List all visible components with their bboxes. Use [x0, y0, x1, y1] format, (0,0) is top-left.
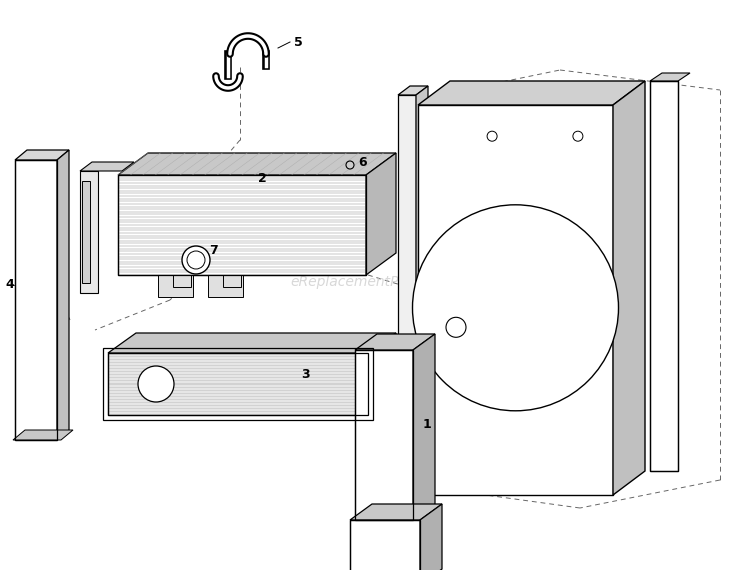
- Polygon shape: [15, 150, 69, 160]
- Polygon shape: [355, 334, 435, 350]
- Text: 3: 3: [301, 368, 309, 381]
- Polygon shape: [420, 504, 442, 570]
- Circle shape: [487, 131, 497, 141]
- Bar: [108, 353, 368, 415]
- Polygon shape: [208, 275, 243, 297]
- Text: 1: 1: [423, 418, 431, 431]
- Polygon shape: [416, 86, 428, 495]
- Polygon shape: [413, 334, 435, 520]
- Bar: [118, 175, 366, 275]
- Circle shape: [573, 131, 583, 141]
- Polygon shape: [118, 153, 396, 175]
- Bar: [355, 350, 413, 520]
- Circle shape: [346, 161, 354, 169]
- Text: 7: 7: [209, 243, 218, 256]
- Circle shape: [187, 251, 205, 269]
- Bar: [650, 81, 678, 471]
- Circle shape: [446, 317, 466, 337]
- Bar: [15, 160, 57, 440]
- Circle shape: [413, 205, 619, 411]
- Polygon shape: [366, 153, 396, 275]
- Bar: [223, 275, 241, 287]
- Polygon shape: [613, 81, 645, 495]
- Bar: [82, 181, 90, 283]
- Polygon shape: [418, 81, 645, 105]
- Circle shape: [138, 366, 174, 402]
- Polygon shape: [398, 86, 428, 95]
- Text: eReplacementParts.com: eReplacementParts.com: [290, 275, 460, 289]
- Polygon shape: [158, 275, 193, 297]
- Text: 5: 5: [294, 35, 302, 48]
- Bar: [118, 175, 366, 275]
- Bar: [355, 350, 413, 520]
- Bar: [350, 520, 420, 570]
- Bar: [398, 95, 416, 495]
- Circle shape: [182, 246, 210, 274]
- Bar: [418, 105, 613, 495]
- Polygon shape: [108, 333, 396, 353]
- Polygon shape: [13, 430, 73, 440]
- Text: 6: 6: [358, 156, 368, 169]
- Bar: [650, 81, 678, 471]
- Bar: [350, 520, 420, 570]
- Bar: [80, 171, 98, 293]
- Polygon shape: [368, 333, 396, 415]
- Polygon shape: [350, 504, 442, 520]
- Polygon shape: [80, 162, 134, 171]
- Bar: [103, 348, 373, 420]
- Bar: [15, 160, 57, 440]
- Text: 2: 2: [258, 172, 266, 185]
- Text: 4: 4: [6, 279, 14, 291]
- Polygon shape: [650, 73, 690, 81]
- Polygon shape: [57, 150, 69, 440]
- Bar: [108, 353, 368, 415]
- Bar: [173, 275, 191, 287]
